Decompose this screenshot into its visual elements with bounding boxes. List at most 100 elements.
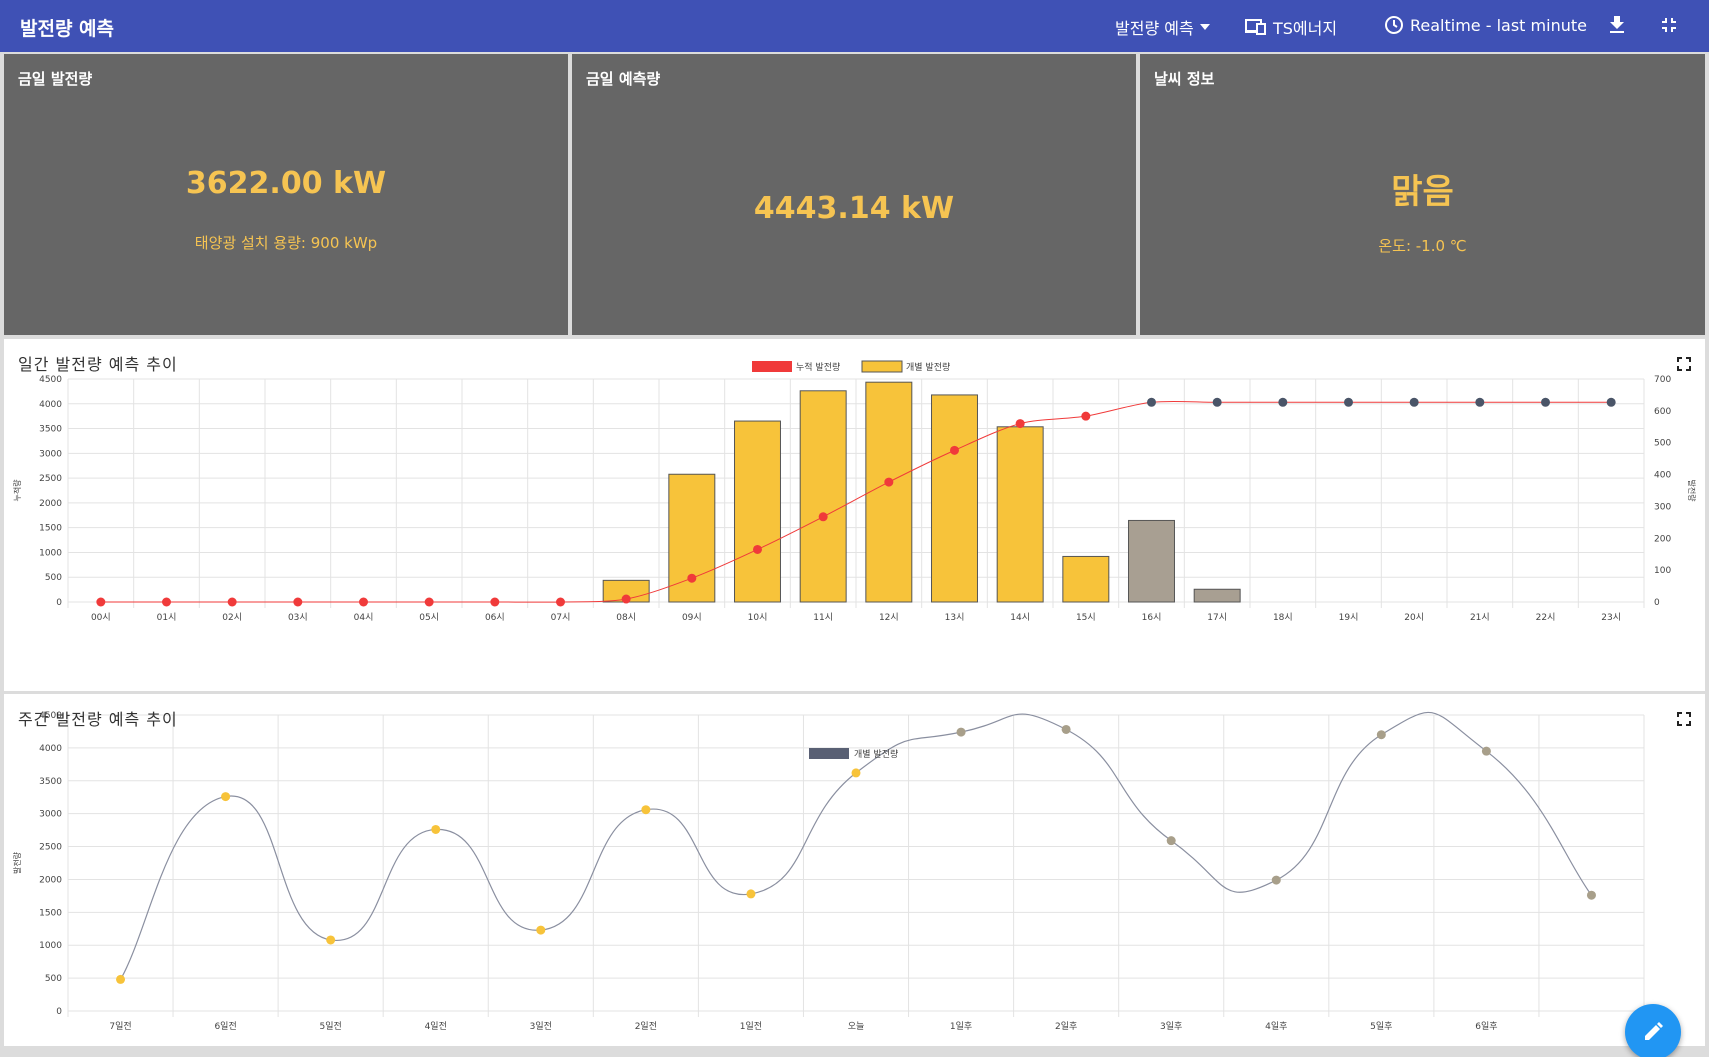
edit-button[interactable] (1625, 1004, 1681, 1057)
x-tick-label: 오늘 (848, 1021, 865, 1032)
y-tick-label: 1500 (39, 524, 62, 534)
download-icon (1610, 16, 1624, 33)
bar (1193, 588, 1241, 603)
data-point (1015, 419, 1025, 429)
weekly-chart-card: 0 500 1000 1500 2000 2500 3000 3500 4000 4500 발전량 7… (4, 694, 1705, 1046)
daily-chart-card: 0 500 1000 1500 2000 2500 3000 3500 4000 4500 0 100… (4, 339, 1705, 691)
y-tick-label: 1000 (39, 941, 62, 951)
y-tick-label: 4500 (39, 375, 62, 385)
y-tick-label: 4500 (39, 711, 62, 721)
download-button[interactable] (1610, 16, 1624, 34)
x-tick-label: 2일전 (635, 1021, 657, 1032)
x-tick-label: 6일전 (214, 1021, 236, 1032)
daily-chart: 0 500 1000 1500 2000 2500 3000 3500 4000 4500 0 100… (12, 360, 1697, 623)
data-point (490, 597, 500, 607)
y-tick-label: 3500 (39, 425, 62, 435)
menu-dropdown[interactable]: 발전량 예측 (1115, 15, 1210, 39)
bar (931, 394, 978, 603)
x-tick-label: 00시 (91, 612, 111, 623)
x-tick-label: 4일전 (425, 1021, 447, 1032)
bar (799, 390, 847, 603)
y2-tick-label: 500 (1654, 439, 1671, 449)
data-point (1278, 397, 1288, 407)
x-tick-label: 02시 (222, 612, 242, 623)
panel-value: 4443.14 kW (753, 191, 955, 226)
bar (865, 381, 913, 603)
y-tick-label: 0 (56, 598, 62, 608)
data-point (851, 768, 861, 778)
y-tick-label: 500 (45, 974, 62, 984)
data-point (1541, 397, 1550, 407)
x-tick-label: 21시 (1470, 612, 1490, 623)
y-tick-label: 4000 (39, 400, 62, 410)
bar (1062, 555, 1110, 603)
page-title: 발전량 예측 (20, 18, 115, 40)
y-tick-label: 2500 (39, 843, 62, 853)
y-tick-label: 3500 (39, 777, 62, 787)
legend-label: 개별 발전량 (854, 748, 898, 760)
panel-title: 금일 발전량 (18, 70, 93, 88)
y-tick-label: 500 (45, 573, 62, 583)
top-bar: 발전량 예측 발전량 예측 TS에너지 Realtime - last minu… (0, 0, 1709, 52)
x-tick-label: 12시 (879, 612, 899, 623)
data-point (687, 573, 697, 583)
collapse-icon (1662, 18, 1676, 32)
x-tick-label: 22시 (1536, 612, 1556, 623)
x-tick-label: 2일후 (1055, 1021, 1077, 1032)
data-point (1147, 397, 1156, 407)
x-tick-label: 3일후 (1160, 1021, 1182, 1032)
panel-title: 금일 예측량 (586, 70, 661, 88)
data-point (1344, 397, 1353, 407)
bar (996, 426, 1044, 603)
x-tick-label: 09시 (682, 612, 702, 623)
x-tick-label: 15시 (1076, 612, 1096, 623)
time-range-button[interactable]: Realtime - last minute (1384, 15, 1587, 35)
weekly-chart: 0 500 1000 1500 2000 2500 3000 3500 4000 4500 발전량 7… (12, 711, 1645, 1032)
bar (668, 473, 716, 603)
x-tick-label: 07시 (551, 612, 571, 623)
legend-label: 개별 발전량 (906, 361, 950, 373)
company-button[interactable]: TS에너지 (1245, 15, 1337, 39)
data-point (818, 512, 828, 522)
series-line (120, 711, 1592, 980)
x-tick-label: 17시 (1207, 612, 1227, 623)
x-tick-label: 11시 (813, 612, 833, 623)
panel-value: 3622.00 kW (185, 166, 387, 201)
x-tick-label: 20시 (1404, 612, 1424, 623)
panel-today-forecast: 금일 예측량 4443.14 kW (572, 54, 1136, 335)
y-tick-label: 2000 (39, 875, 62, 885)
panel-weather: 날씨 정보 맑음 온도: -1.0 ℃ (1140, 54, 1705, 335)
x-tick-label: 5일전 (320, 1021, 342, 1032)
x-tick-label: 16시 (1142, 612, 1162, 623)
legend-swatch (809, 748, 849, 759)
y2-tick-label: 600 (1654, 407, 1671, 417)
legend-swatch (752, 361, 792, 372)
caret-down-icon (1199, 24, 1210, 30)
panel-value: 맑음 (1391, 172, 1454, 212)
x-tick-label: 05시 (419, 612, 439, 623)
x-tick-label: 19시 (1339, 612, 1359, 623)
data-point (96, 597, 106, 607)
data-point (753, 544, 762, 554)
x-tick-label: 6일후 (1475, 1021, 1497, 1032)
y2-axis-label: 발전량 (1687, 479, 1697, 502)
fullscreen-icon[interactable] (1677, 357, 1691, 371)
data-point (227, 597, 237, 607)
x-tick-label: 01시 (157, 612, 177, 623)
y2-tick-label: 0 (1654, 598, 1660, 608)
data-point (424, 597, 434, 607)
x-tick-label: 4일후 (1265, 1021, 1287, 1032)
y2-tick-label: 100 (1654, 566, 1671, 576)
data-point (1475, 397, 1485, 407)
data-point (884, 477, 894, 487)
data-point (1212, 397, 1222, 407)
y-tick-label: 0 (56, 1007, 62, 1017)
data-point (950, 445, 959, 455)
legend-label: 누적 발전량 (796, 361, 840, 373)
data-point (116, 974, 126, 984)
y2-tick-label: 400 (1654, 471, 1671, 481)
data-point (1481, 746, 1491, 756)
collapse-button[interactable] (1661, 17, 1677, 33)
x-tick-label: 5일후 (1370, 1021, 1392, 1032)
fullscreen-icon[interactable] (1677, 712, 1691, 726)
